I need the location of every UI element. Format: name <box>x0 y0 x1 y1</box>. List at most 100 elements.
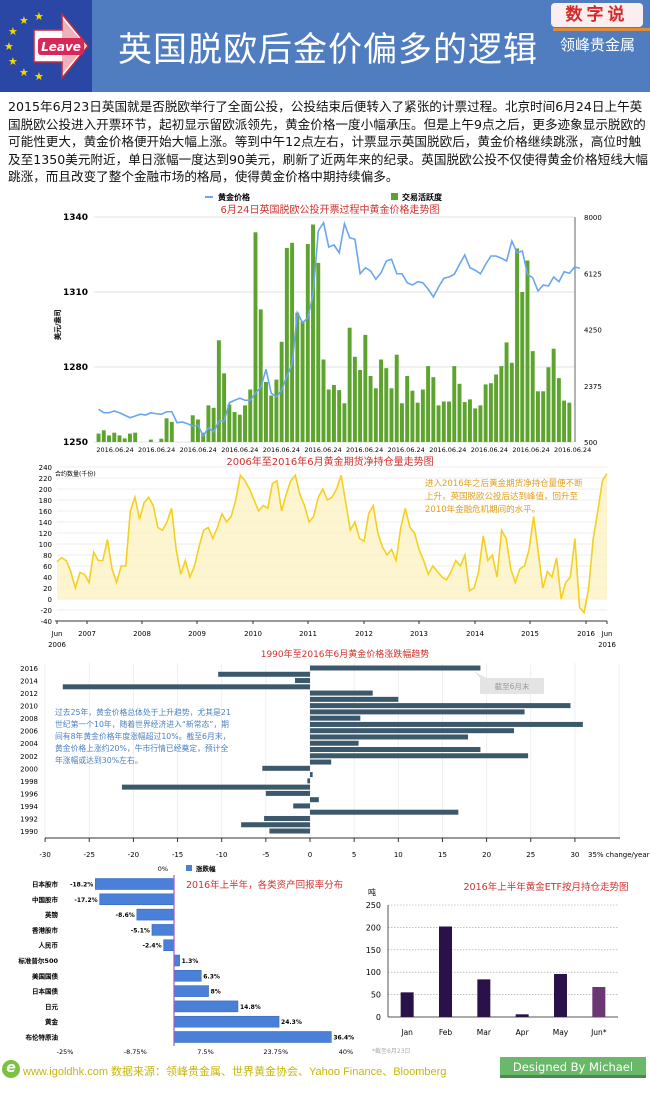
x-tick-label: 2006 <box>48 641 66 649</box>
volume-bar <box>274 379 279 442</box>
y-tick-label: 220 <box>39 475 52 483</box>
etf-bar <box>439 926 452 1017</box>
volume-bar <box>546 367 551 442</box>
annual-bar <box>293 803 310 809</box>
volume-bar <box>535 391 540 442</box>
legend-price: 黄金价格 <box>218 192 251 202</box>
volume-bar <box>415 402 420 442</box>
volume-bar <box>195 419 200 442</box>
volume-bar <box>269 395 274 442</box>
volume-bar <box>243 405 247 442</box>
etf-bar <box>592 986 606 1017</box>
volume-bar <box>232 412 237 442</box>
annual-bar <box>121 784 311 790</box>
volume-bar <box>112 432 117 442</box>
volume-bar <box>431 377 436 442</box>
volume-bar <box>467 399 472 442</box>
annual-bar <box>310 721 583 727</box>
volume-bar <box>169 421 174 442</box>
volume-bar <box>227 404 232 442</box>
asset-label: 香港股市 <box>32 925 59 934</box>
x-tick-label: 2016.06.24 <box>96 446 133 454</box>
volume-bar <box>358 370 363 442</box>
asset-bar <box>173 1015 280 1028</box>
volume-bar <box>122 438 127 442</box>
x-tick-label: -15 <box>172 851 183 859</box>
asset-bar <box>136 908 175 921</box>
etf-bar <box>515 1014 529 1017</box>
year-label: 2008 <box>20 715 38 723</box>
asset-bar <box>173 1031 332 1043</box>
x-tick-label: 2011 <box>299 630 317 638</box>
value-label: 6.3% <box>203 973 220 980</box>
month-label: Jan <box>400 1028 413 1037</box>
asset-bar <box>95 878 175 890</box>
asset-label: 布伦特原油 <box>26 1033 59 1042</box>
annotation-text: 上升，英国脱欧公投后达到峰值，回升至 <box>425 491 579 502</box>
chart-title: 2016年上半年，各类资产回报率分布 <box>186 879 343 891</box>
x-tick-label: 2016 <box>577 630 595 638</box>
y-tick-label: 250 <box>366 901 381 910</box>
volume-bar <box>452 366 457 442</box>
x-tick-label: 23.75% <box>263 1048 288 1056</box>
annual-bar <box>269 828 310 834</box>
y-tick-label: 200 <box>39 486 52 494</box>
footer-source-text[interactable]: www.igoldhk.com 数据来源：领峰贵金属、世界黄金协会、Yahoo … <box>23 1066 447 1078</box>
x-tick-label: 2008 <box>133 630 151 638</box>
volume-bar <box>410 390 415 442</box>
value-label: 24.3% <box>281 1019 302 1026</box>
x-tick-label: 5 <box>352 851 356 859</box>
x-tick-label: 2012 <box>355 630 373 638</box>
asset-bar <box>173 1000 239 1013</box>
x-tick-label: -25% <box>57 1048 74 1056</box>
y-tick-label: 150 <box>366 946 381 955</box>
y2-tick-label: 2375 <box>584 383 602 391</box>
etf-bar <box>400 992 414 1017</box>
star-icon: ★ <box>19 66 29 79</box>
volume-bar <box>316 262 321 442</box>
volume-bar <box>342 403 347 442</box>
legend-prefix: 0% <box>158 865 168 873</box>
volume-bar <box>222 373 227 442</box>
x-tick-label: -8.75% <box>124 1048 147 1056</box>
value-label: -8.6% <box>116 912 135 919</box>
y-tick-label: 1310 <box>63 288 88 298</box>
x-tick-label: 2013 <box>410 630 428 638</box>
x-tick-label: 15 <box>438 851 447 859</box>
x-tick-label: -20 <box>128 851 139 859</box>
volume-bar <box>379 359 383 442</box>
y-tick-label: 0 <box>376 1013 381 1022</box>
star-icon: ★ <box>34 70 44 83</box>
x-tick-label: 30 <box>570 851 579 859</box>
volume-bar <box>389 388 394 442</box>
x-tick-label: 2007 <box>78 630 96 638</box>
volume-bar <box>562 400 567 442</box>
volume-bar <box>253 232 258 442</box>
volume-bar <box>190 415 195 442</box>
volume-bar <box>447 401 451 442</box>
x-tick-label: 2016 <box>598 641 616 649</box>
chart-title: 2006年至2016年6月黄金期货净持仓量走势图 <box>226 455 433 468</box>
annual-bar <box>262 765 310 771</box>
section-tag: 数字说 <box>551 3 643 27</box>
year-label: 1998 <box>20 778 38 786</box>
x-tick-label: 2010 <box>244 630 262 638</box>
volume-bar <box>352 356 357 442</box>
volume-bar <box>494 374 499 442</box>
x-tick-label: 2016.06.24 <box>221 446 258 454</box>
logo-leave-text: Leave <box>41 40 81 54</box>
y-tick-label: 40 <box>43 574 52 582</box>
annotation-text: 2010年金融危机期间的水平。 <box>425 504 540 515</box>
footnote: *截至6月23日 <box>372 1047 410 1055</box>
month-label: Apr <box>516 1028 530 1037</box>
volume-bar <box>248 389 253 442</box>
annual-bar <box>218 671 310 677</box>
annual-bar <box>62 684 311 690</box>
month-label: May <box>553 1028 569 1037</box>
year-label: 2010 <box>20 703 38 711</box>
volume-bar <box>499 366 504 442</box>
annual-bar <box>241 822 310 828</box>
y-axis-label: 合约数量(千份) <box>55 470 96 478</box>
y2-tick-label: 4250 <box>584 327 602 335</box>
annotation-text: 黄金价格上涨约20%，牛市行情已经奠定，预计全 <box>55 743 228 753</box>
